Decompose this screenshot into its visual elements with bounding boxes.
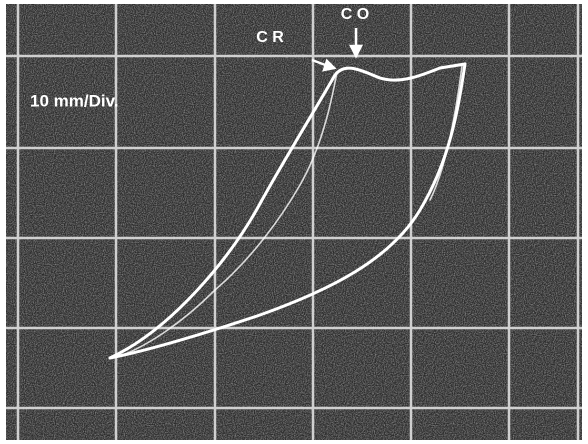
cr-label: C R — [256, 29, 284, 46]
oscilloscope-photo: C O C R 10 mm/Div. — [0, 0, 588, 444]
scale-label: 10 mm/Div. — [30, 91, 119, 110]
co-label: C O — [341, 6, 369, 23]
screen-noise — [6, 4, 582, 440]
